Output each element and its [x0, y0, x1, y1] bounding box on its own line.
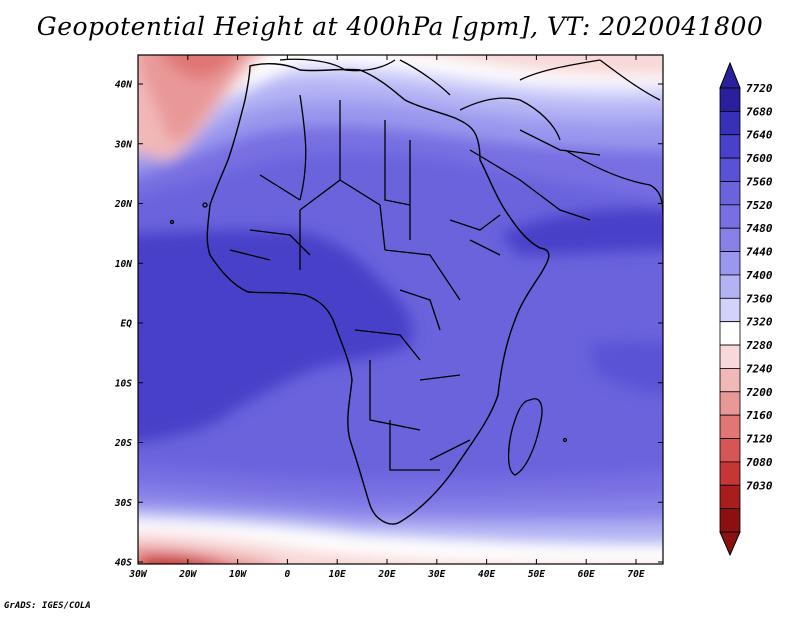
lon-label: 70E [627, 569, 644, 580]
colorbar-cap-bottom [719, 531, 741, 557]
latitude-axis: 40N 30N 20N 10N EQ 10S 20S 30S 40S [114, 80, 663, 569]
height-contour-field [138, 55, 663, 564]
colorbar-swatch [719, 461, 741, 486]
colorbar-swatch [719, 251, 741, 276]
colorbar-swatch [719, 181, 741, 206]
colorbar: 7720 7680 7640 7600 7560 7520 7480 7440 7400 7360… [719, 61, 773, 557]
lon-label: 20W [178, 569, 197, 580]
lon-label: 10E [329, 569, 346, 580]
colorbar-label: 7640 [746, 129, 773, 142]
colorbar-swatch [719, 274, 741, 299]
lon-label: 60E [578, 569, 595, 580]
colorbar-swatch [719, 344, 741, 369]
lat-label: EQ [121, 319, 133, 330]
colorbar-swatch [719, 438, 741, 463]
colorbar-label: 7520 [746, 199, 773, 212]
colorbar-swatch [719, 204, 741, 229]
colorbar-label: 7320 [746, 316, 773, 329]
longitude-axis: 30W 20W 10W 0 10E 20E 30E 40E 50E 60E 70E [128, 55, 645, 580]
grads-credit: GrADS: IGES/COLA [4, 601, 91, 611]
colorbar-label: 7280 [746, 339, 773, 352]
lon-label: 30W [128, 569, 147, 580]
lon-label: 10W [229, 569, 247, 580]
colorbar-label: 7360 [746, 292, 773, 305]
colorbar-label: 7080 [746, 456, 773, 469]
coastline-layer [169, 58, 663, 525]
colorbar-label: 7160 [746, 409, 773, 422]
colorbar-label: 7440 [746, 246, 773, 259]
colorbar-swatch [719, 297, 741, 323]
colorbar-label: 7200 [746, 386, 773, 399]
lat-label: 30N [114, 139, 132, 150]
colorbar-swatch [719, 391, 741, 416]
lat-label: 30S [114, 498, 132, 509]
map-title: Geopotential Height at 400hPa [gpm], VT:… [36, 12, 764, 41]
colorbar-swatch [719, 414, 741, 439]
lon-label: 50E [528, 569, 545, 580]
plot-frame [137, 54, 664, 565]
colorbar-label: 7400 [746, 269, 773, 282]
colorbar-swatch [719, 227, 741, 252]
colorbar-cap-top [719, 61, 741, 89]
colorbar-swatch [719, 508, 741, 533]
colorbar-label: 7560 [746, 175, 773, 188]
colorbar-label: 7680 [746, 105, 773, 118]
colorbar-swatch [719, 368, 741, 393]
lat-label: 20S [114, 438, 132, 449]
colorbar-swatch [719, 484, 741, 510]
colorbar-swatch [719, 157, 741, 182]
colorbar-label: 7600 [746, 152, 773, 165]
colorbar-label: 7030 [746, 479, 773, 492]
colorbar-label: 7720 [746, 82, 773, 95]
lon-label: 20E [377, 569, 395, 580]
colorbar-label: 7120 [746, 433, 773, 446]
lat-label: 20N [114, 199, 132, 210]
lat-label: 10N [115, 259, 132, 270]
lon-label: 30E [427, 569, 445, 580]
lat-label: 40S [115, 558, 132, 569]
lat-label: 10S [115, 378, 132, 389]
colorbar-swatch [719, 110, 741, 136]
colorbar-swatch [719, 134, 741, 159]
lon-label: 40E [478, 569, 495, 580]
colorbar-label: 7240 [746, 362, 773, 375]
colorbar-label: 7480 [746, 222, 773, 235]
lon-label: 0 [285, 569, 291, 580]
colorbar-swatch [719, 321, 741, 346]
colorbar-swatch [719, 87, 741, 112]
lat-label: 40N [115, 80, 132, 91]
